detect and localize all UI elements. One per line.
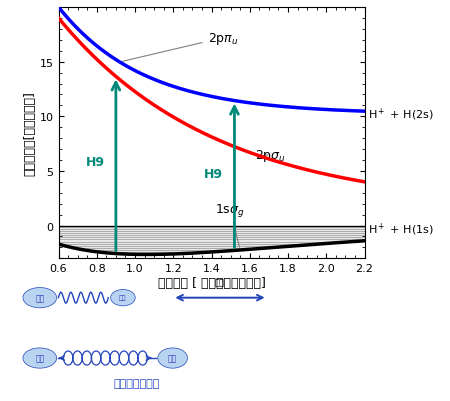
Ellipse shape <box>23 348 57 368</box>
Text: H9: H9 <box>204 167 223 180</box>
Text: 陽子: 陽子 <box>168 354 177 363</box>
Text: 振動: 振動 <box>215 278 225 287</box>
Text: 2p$\sigma_u$: 2p$\sigma_u$ <box>256 147 287 163</box>
Text: 陽子: 陽子 <box>119 295 127 301</box>
Text: 水素分子イオン: 水素分子イオン <box>113 379 160 389</box>
Ellipse shape <box>111 290 135 306</box>
Text: H$^+$ + H(1s): H$^+$ + H(1s) <box>369 221 434 237</box>
Text: H9: H9 <box>86 156 104 169</box>
X-axis label: 核間距離 [ オングストローム]: 核間距離 [ オングストローム] <box>158 276 266 289</box>
Text: 1s$\sigma_g$: 1s$\sigma_g$ <box>215 201 245 248</box>
Text: 陽子: 陽子 <box>35 294 45 302</box>
Text: H$^+$ + H(2s): H$^+$ + H(2s) <box>369 107 434 123</box>
Text: 陽子: 陽子 <box>35 354 45 363</box>
Ellipse shape <box>23 288 57 308</box>
Text: 2p$\pi_u$: 2p$\pi_u$ <box>122 30 238 62</box>
Ellipse shape <box>158 348 188 368</box>
Y-axis label: エネルギー[電子ボルト]: エネルギー[電子ボルト] <box>24 91 37 176</box>
